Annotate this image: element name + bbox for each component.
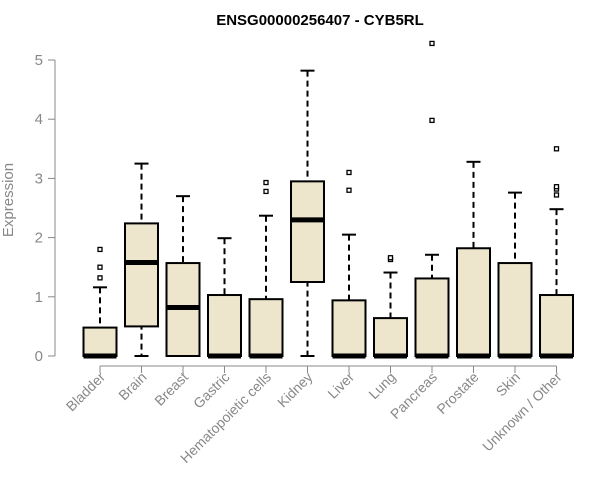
x-tick-label: Lung <box>365 369 398 402</box>
box-pancreas <box>414 40 450 359</box>
box-lung <box>373 255 408 359</box>
outlier-point <box>263 188 269 195</box>
box-body <box>497 262 533 357</box>
outlier-point <box>553 192 560 198</box>
outlier-point <box>263 179 269 186</box>
outlier-point <box>346 169 352 176</box>
box-body <box>248 298 284 357</box>
outlier-point <box>387 255 394 261</box>
x-tick-label: Breast <box>151 369 191 409</box>
x-tick-label: Prostate <box>433 369 481 417</box>
x-tick-label: Kidney <box>274 369 316 411</box>
box-prostate <box>456 160 491 359</box>
box-kidney <box>290 69 325 357</box>
outlier-point <box>97 264 103 270</box>
outlier-point <box>97 246 103 253</box>
box-gastric <box>207 237 242 359</box>
x-tick-label: Unknown / Other <box>479 369 565 455</box>
x-tick-label: Liver <box>324 369 357 402</box>
y-axis-label: Expression <box>0 163 17 237</box>
outlier-point <box>429 117 435 124</box>
box-body <box>373 317 408 357</box>
box-body <box>207 294 242 357</box>
outlier-point <box>429 40 435 47</box>
chart-title: ENSG00000256407 - CYB5RL <box>216 12 424 29</box>
box-hematopoietic-cells <box>248 179 284 359</box>
box-brain <box>124 162 159 357</box>
x-tick-label: Bladder <box>63 369 109 415</box>
x-tick-label: Skin <box>493 369 524 400</box>
box-body <box>331 299 367 357</box>
x-tick-label: Brain <box>115 369 149 403</box>
outlier-point <box>553 184 560 190</box>
outlier-point <box>553 146 560 152</box>
y-tick-label: 2 <box>35 230 43 247</box>
box-body <box>539 294 574 357</box>
y-tick-label: 0 <box>35 348 43 365</box>
box-body <box>82 326 118 358</box>
box-skin <box>497 191 533 359</box>
outlier-point <box>346 187 352 193</box>
box-liver <box>331 169 367 359</box>
box-breast <box>165 195 201 357</box>
box-series <box>82 40 574 359</box>
y-tick-label: 4 <box>35 111 43 128</box>
box-body <box>124 222 159 328</box>
box-unknown-other <box>539 146 574 359</box>
y-tick-label: 1 <box>35 289 43 306</box>
outlier-point <box>97 275 103 281</box>
box-bladder <box>82 246 118 359</box>
y-tick-label: 3 <box>35 170 43 187</box>
y-tick-label: 5 <box>35 52 43 69</box>
y-axis: 0 1 2 3 4 5 <box>35 52 56 365</box>
box-body <box>290 180 325 283</box>
box-body <box>456 247 491 357</box>
box-body <box>414 277 450 357</box>
